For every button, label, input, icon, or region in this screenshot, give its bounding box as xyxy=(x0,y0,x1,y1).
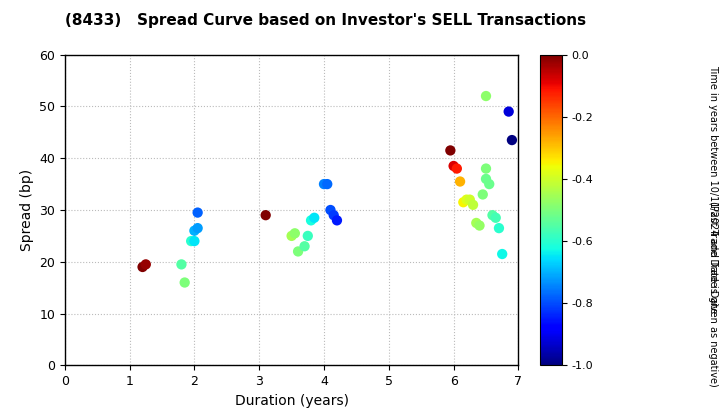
Point xyxy=(467,202,479,208)
Point xyxy=(299,243,310,249)
Point xyxy=(192,209,203,216)
Point xyxy=(325,207,336,213)
Text: (8433)   Spread Curve based on Investor's SELL Transactions: (8433) Spread Curve based on Investor's … xyxy=(65,13,586,28)
Point xyxy=(286,233,297,239)
Point xyxy=(189,238,200,244)
Point xyxy=(176,261,187,268)
Point xyxy=(179,279,190,286)
Point xyxy=(308,215,320,221)
Point xyxy=(321,181,333,187)
Point xyxy=(305,217,317,224)
Point xyxy=(192,225,203,231)
Text: Time in years between 10/11/2024 and Trade Date: Time in years between 10/11/2024 and Tra… xyxy=(708,65,718,313)
Point xyxy=(480,93,492,100)
X-axis label: Duration (years): Duration (years) xyxy=(235,394,348,408)
Point xyxy=(260,212,271,218)
Point xyxy=(445,147,456,154)
Point xyxy=(454,178,466,185)
Point xyxy=(493,225,505,231)
Point xyxy=(331,217,343,224)
Text: (Past Trade Date is given as negative): (Past Trade Date is given as negative) xyxy=(708,201,718,387)
Point xyxy=(490,215,502,221)
Point xyxy=(302,233,314,239)
Point xyxy=(487,212,498,218)
Point xyxy=(289,230,301,237)
Point xyxy=(328,212,340,218)
Point xyxy=(318,181,330,187)
Point xyxy=(451,165,462,172)
Point xyxy=(458,199,469,206)
Point xyxy=(448,163,459,169)
Point xyxy=(497,251,508,257)
Point xyxy=(480,165,492,172)
Y-axis label: Spread (bp): Spread (bp) xyxy=(19,169,34,251)
Point xyxy=(464,196,476,203)
Point xyxy=(185,238,197,244)
Point xyxy=(292,248,304,255)
Point xyxy=(137,264,148,270)
Point xyxy=(506,137,518,144)
Point xyxy=(471,220,482,226)
Point xyxy=(461,196,472,203)
Point xyxy=(140,261,152,268)
Point xyxy=(477,191,488,198)
Point xyxy=(503,108,514,115)
Point xyxy=(480,176,492,182)
Point xyxy=(474,222,485,229)
Point xyxy=(189,227,200,234)
Point xyxy=(484,181,495,187)
